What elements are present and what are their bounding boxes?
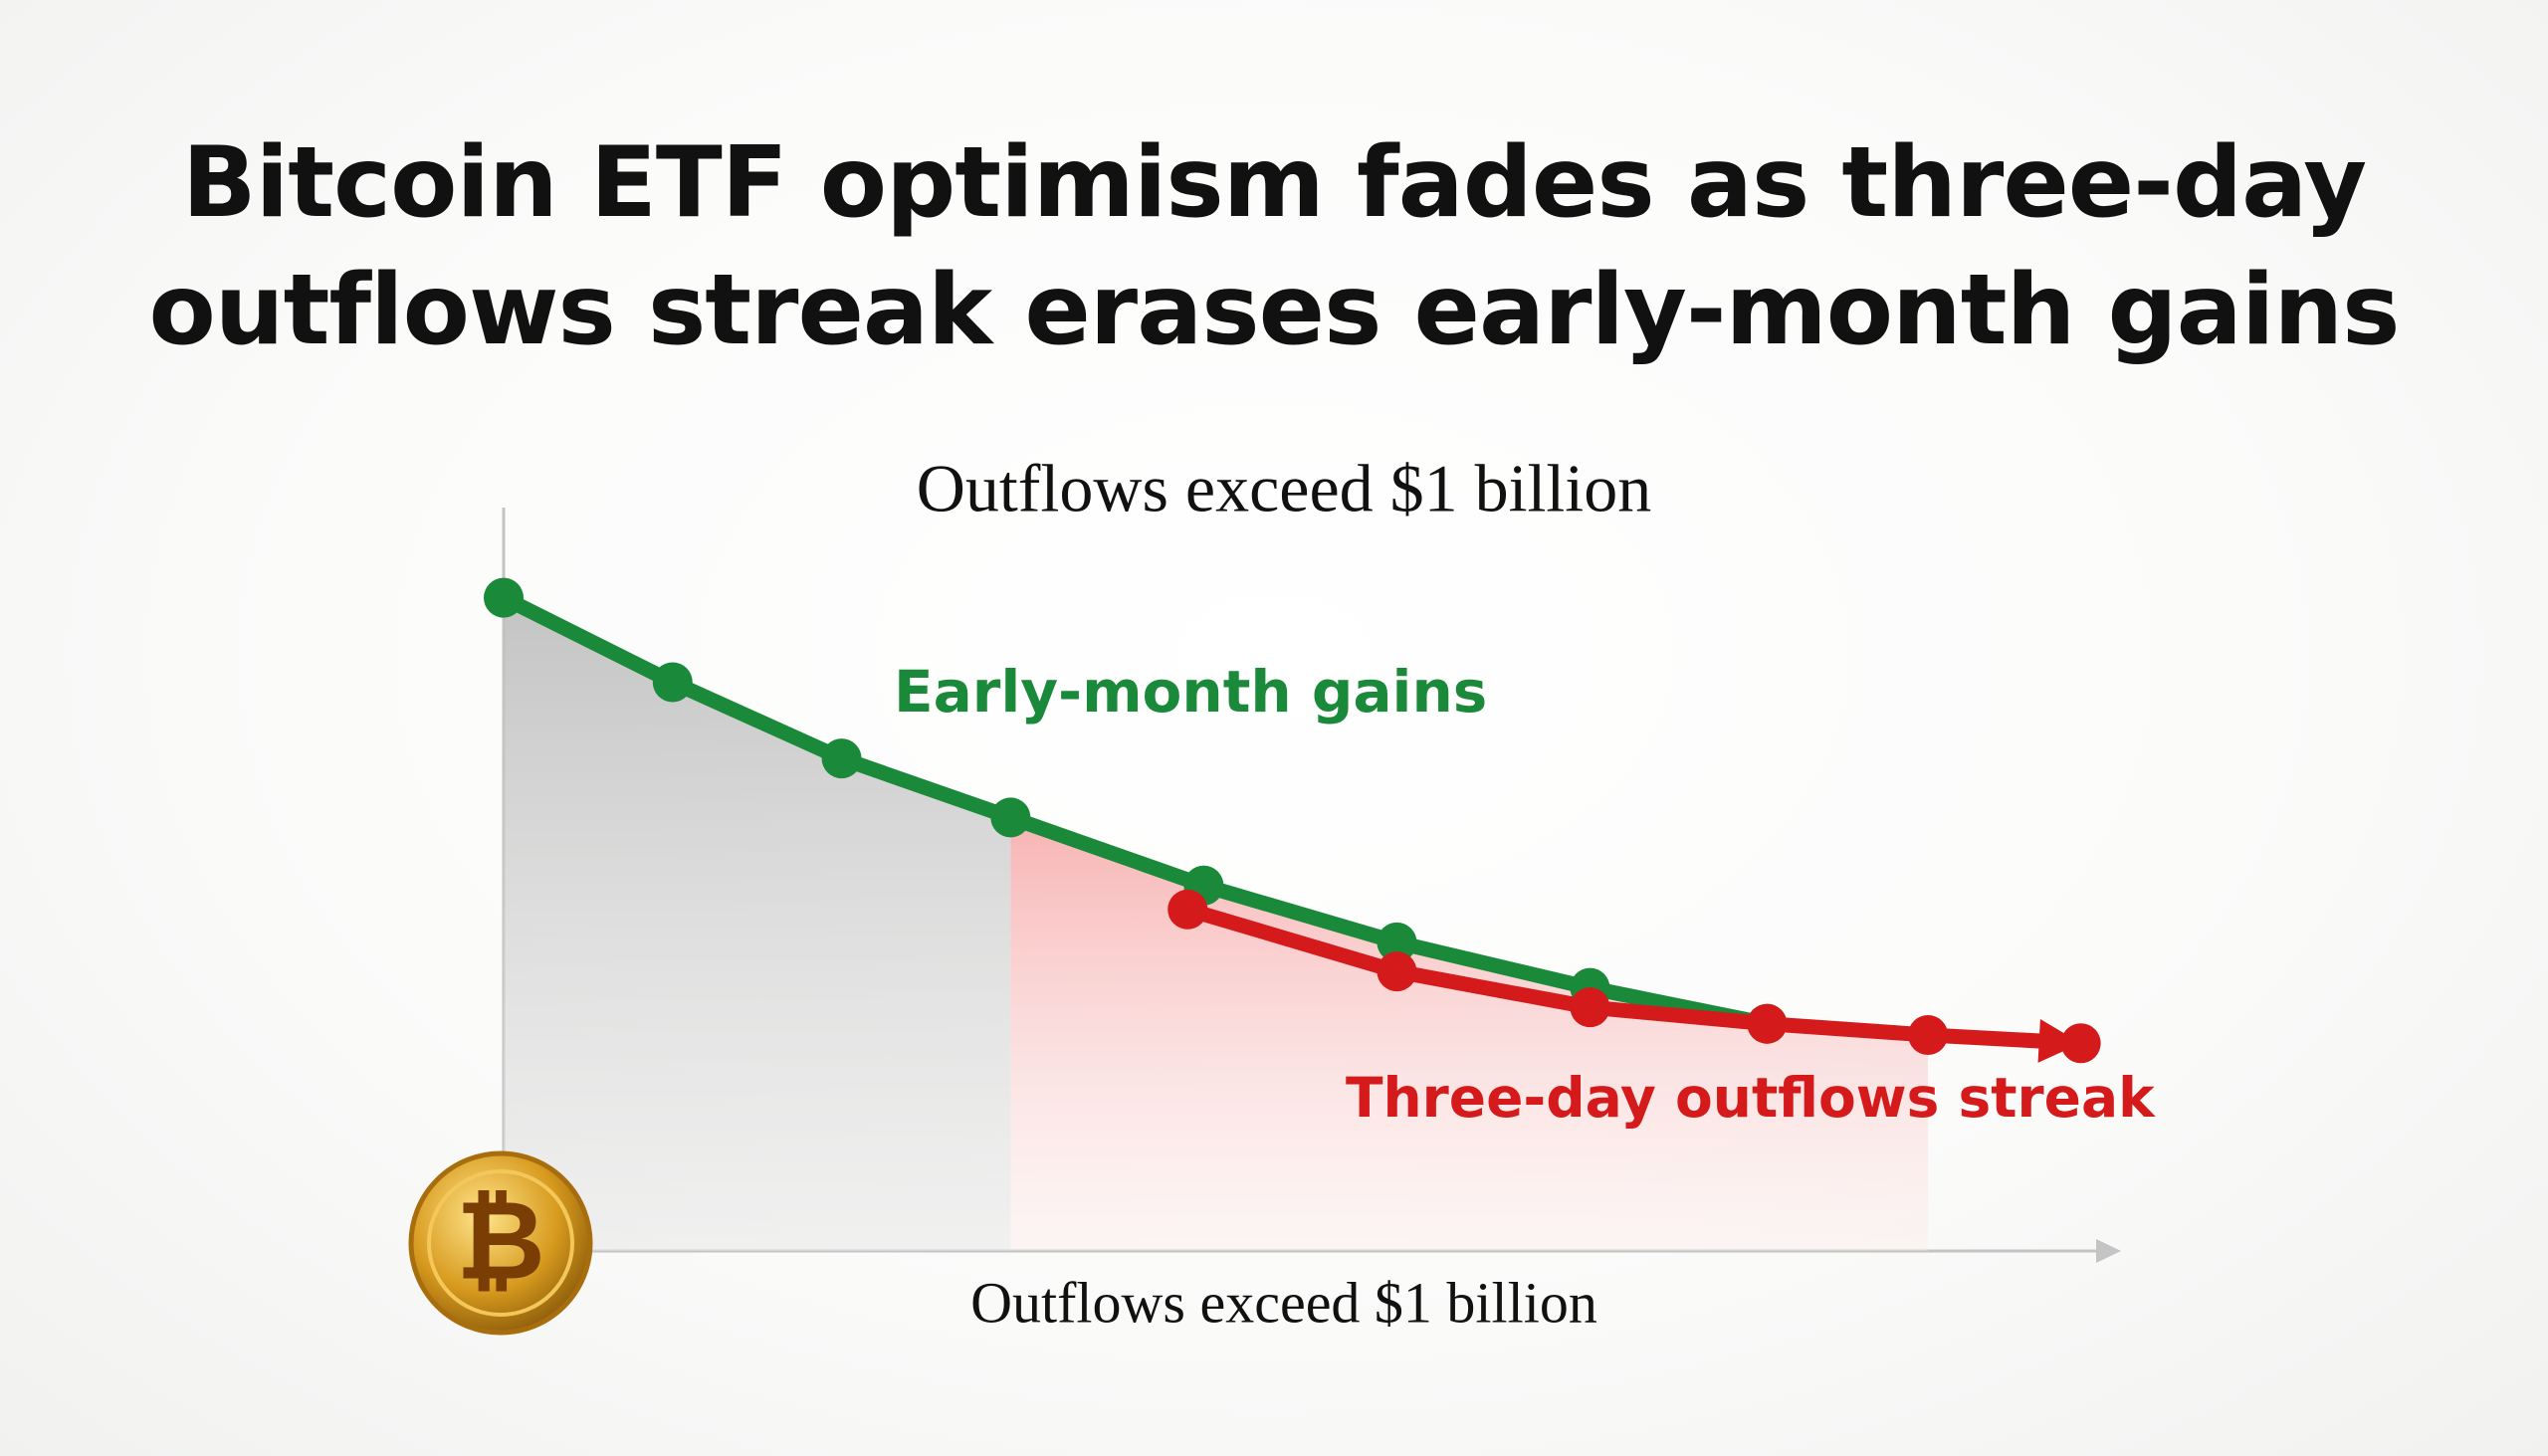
bitcoin-coin: ₿ (408, 1150, 593, 1336)
point (1908, 1014, 1949, 1055)
point (652, 662, 693, 703)
series-line (1179, 902, 2089, 1051)
point (2060, 1023, 2101, 1064)
subtitle: Outflows exceed $1 billion (917, 451, 1651, 526)
point (1570, 987, 1610, 1028)
series-label: Three-day outflows streak (1346, 1066, 2156, 1130)
x-axis-arrow (2096, 1239, 2121, 1263)
coin-symbol: ₿ (456, 1176, 545, 1304)
coin-rim (427, 1169, 574, 1317)
point (1377, 951, 1417, 992)
axes (502, 508, 2121, 1263)
point (484, 577, 524, 618)
series-line (496, 590, 1775, 1032)
title: Bitcoin ETF optimism fades as three-day … (148, 126, 2400, 367)
coin (408, 1150, 593, 1336)
area-outflows (1010, 817, 1929, 1251)
point (1377, 922, 1417, 962)
point (821, 738, 862, 779)
point (1168, 889, 1208, 930)
series-label: Early-month gains (894, 658, 1487, 726)
point (990, 797, 1031, 838)
point (1747, 1003, 1788, 1044)
arrow-head (2037, 1018, 2081, 1063)
x-axis-label: Outflows exceed $1 billion (970, 1270, 1597, 1335)
area-early (504, 597, 1011, 1251)
